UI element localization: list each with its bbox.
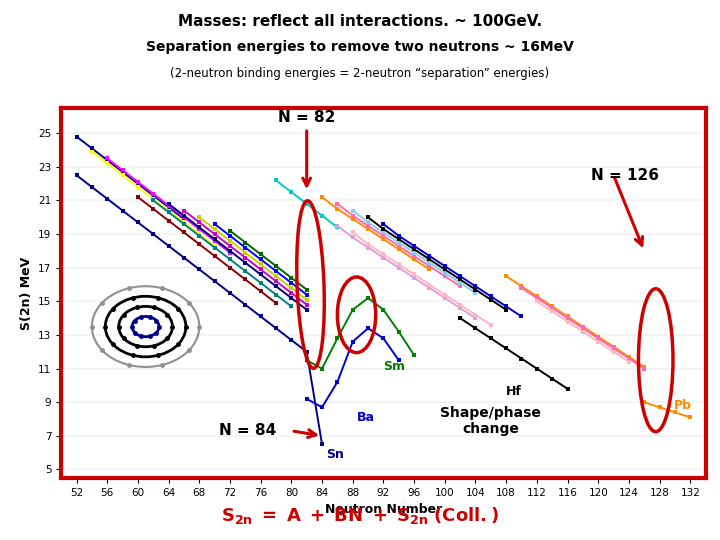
- Text: Hf: Hf: [506, 386, 522, 399]
- Text: Sm: Sm: [383, 360, 405, 373]
- Text: Ba: Ba: [356, 410, 374, 424]
- Text: (2-neutron binding energies = 2-neutron “separation” energies): (2-neutron binding energies = 2-neutron …: [171, 68, 549, 80]
- Y-axis label: S(2n) MeV: S(2n) MeV: [19, 256, 32, 329]
- Text: N = 84: N = 84: [219, 423, 276, 438]
- Text: Separation energies to remove two neutrons ~ 16MeV: Separation energies to remove two neutro…: [146, 40, 574, 55]
- Text: $\mathbf{S_{2n}\ =\ A\ +\ BN\ +\ S_{2n}\ (Coll.)}$: $\mathbf{S_{2n}\ =\ A\ +\ BN\ +\ S_{2n}\…: [221, 505, 499, 526]
- Text: Masses: reflect all interactions. ~ 100GeV.: Masses: reflect all interactions. ~ 100G…: [178, 14, 542, 29]
- X-axis label: Neutron Number: Neutron Number: [325, 503, 442, 516]
- Text: Sn: Sn: [326, 448, 343, 461]
- Text: Shape/phase
change: Shape/phase change: [441, 406, 541, 436]
- Text: N = 82: N = 82: [278, 110, 336, 125]
- Text: Pb: Pb: [674, 399, 692, 412]
- Text: N = 126: N = 126: [590, 168, 659, 183]
